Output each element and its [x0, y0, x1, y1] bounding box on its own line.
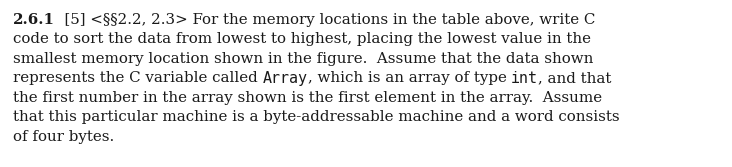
Text: of four bytes.: of four bytes. — [13, 130, 114, 144]
Text: 2.6.1: 2.6.1 — [13, 13, 55, 27]
Text: code to sort the data from lowest to highest, placing the lowest value in the: code to sort the data from lowest to hig… — [13, 33, 591, 46]
Text: represents the C variable called: represents the C variable called — [13, 71, 263, 86]
Text: Array: Array — [263, 71, 307, 87]
Text: smallest memory location shown in the figure.  Assume that the data shown: smallest memory location shown in the fi… — [13, 52, 594, 66]
Text: [5] <§§2.2, 2.3> For the memory locations in the table above, write C: [5] <§§2.2, 2.3> For the memory location… — [55, 13, 595, 27]
Text: , and that: , and that — [538, 71, 611, 86]
Text: that this particular machine is a byte-addressable machine and a word consists: that this particular machine is a byte-a… — [13, 111, 619, 125]
Text: , which is an array of type: , which is an array of type — [307, 71, 511, 86]
Text: the first number in the array shown is the first element in the array.  Assume: the first number in the array shown is t… — [13, 91, 602, 105]
Text: int: int — [511, 71, 538, 87]
